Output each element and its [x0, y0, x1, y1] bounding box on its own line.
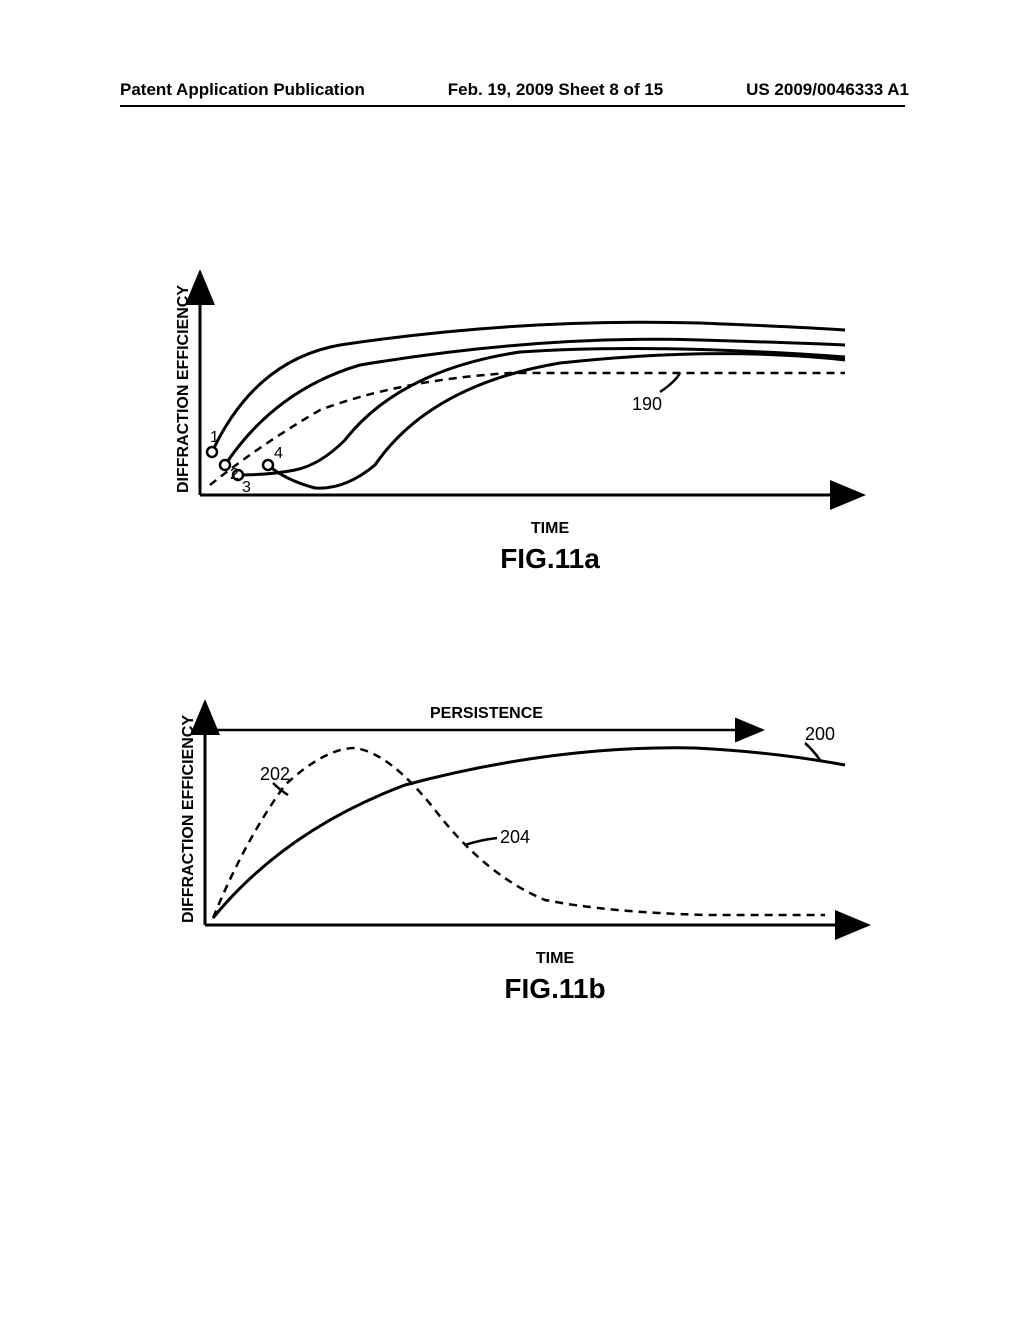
chart-a-svg: 1 2 3 4 190: [170, 270, 870, 515]
y-axis-label-a: DIFFRACTION EFFICIENCY: [175, 285, 193, 493]
figure-11a: DIFFRACTION EFFICIENCY: [170, 270, 870, 575]
y-axis-label-b: DIFFRACTION EFFICIENCY: [180, 715, 198, 923]
marker-1-label: 1: [210, 429, 219, 446]
x-axis-label-b: TIME: [205, 950, 905, 968]
chart-b-svg: 202 204 200: [175, 700, 875, 945]
figure-11b: DIFFRACTION EFFICIENCY 202: [175, 700, 875, 1005]
header-center: Feb. 19, 2009 Sheet 8 of 15: [448, 80, 663, 100]
marker-2-label: 2: [230, 466, 239, 483]
header-left: Patent Application Publication: [120, 80, 365, 100]
annotation-190: 190: [632, 394, 662, 414]
marker-4-label: 4: [274, 445, 283, 462]
marker-3-label: 3: [242, 479, 251, 496]
header-right: US 2009/0046333 A1: [746, 80, 909, 100]
persistence-label: PERSISTENCE: [430, 705, 543, 723]
page-header: Patent Application Publication Feb. 19, …: [0, 80, 1024, 100]
fig-label-b: FIG.11b: [205, 973, 905, 1005]
annotation-204: 204: [500, 827, 530, 847]
annotation-202: 202: [260, 764, 290, 784]
header-divider: [120, 105, 905, 107]
x-axis-label-a: TIME: [200, 520, 900, 538]
annotation-200: 200: [805, 724, 835, 744]
fig-label-a: FIG.11a: [200, 543, 900, 575]
